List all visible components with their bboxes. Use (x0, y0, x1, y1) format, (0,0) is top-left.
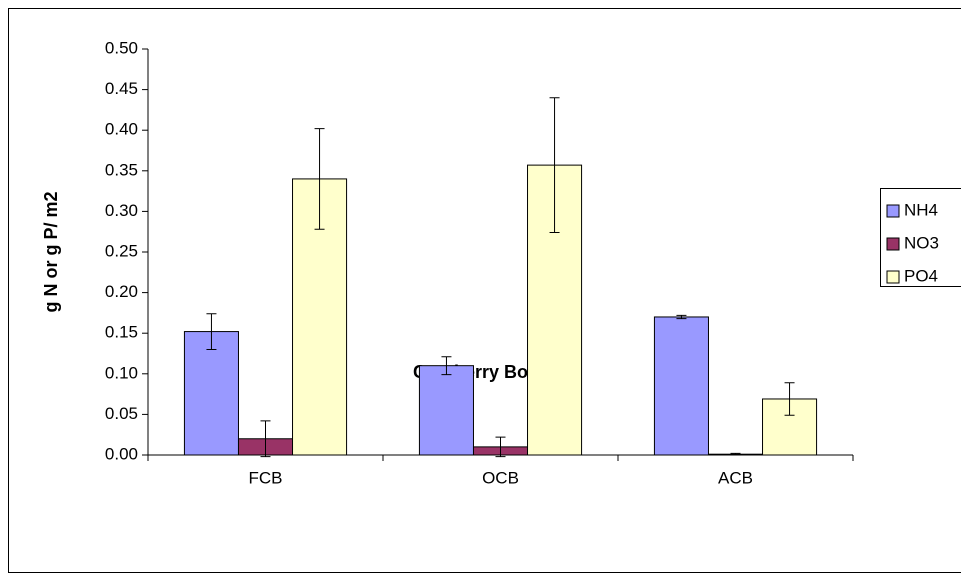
legend-swatch (886, 237, 900, 251)
error-bar (314, 128, 325, 230)
y-tick-label: 0.10 (105, 363, 138, 382)
legend-swatch (886, 204, 900, 218)
y-axis-label: g N or g P/ m2 (41, 191, 61, 312)
error-bar (784, 382, 795, 416)
y-tick-label: 0.30 (105, 201, 138, 220)
y-tick-label: 0.25 (105, 241, 138, 260)
error-bar (676, 314, 687, 320)
error-bar (206, 313, 217, 350)
y-tick-label: 0.20 (105, 282, 138, 301)
bar (418, 365, 474, 456)
legend-label: NO3 (904, 233, 939, 252)
y-tick-label: 0.35 (105, 160, 138, 179)
error-bar (549, 97, 560, 234)
x-tick-label: ACB (718, 468, 753, 487)
legend-swatch (886, 270, 900, 284)
chart-border (8, 8, 961, 573)
legend-label: NH4 (904, 200, 938, 219)
y-tick-label: 0.15 (105, 323, 138, 342)
legend-label: PO4 (904, 266, 938, 285)
x-tick-label: OCB (482, 468, 519, 487)
y-tick-label: 0.45 (105, 79, 138, 98)
bar (183, 331, 239, 456)
y-tick-label: 0.05 (105, 404, 138, 423)
bar (653, 316, 709, 456)
error-bar (441, 356, 452, 376)
x-tick-label: FCB (249, 468, 283, 487)
error-bar (260, 420, 271, 458)
error-bar (495, 436, 506, 458)
y-tick-label: 0.50 (105, 38, 138, 57)
y-tick-label: 0.00 (105, 444, 138, 463)
y-tick-label: 0.40 (105, 120, 138, 139)
